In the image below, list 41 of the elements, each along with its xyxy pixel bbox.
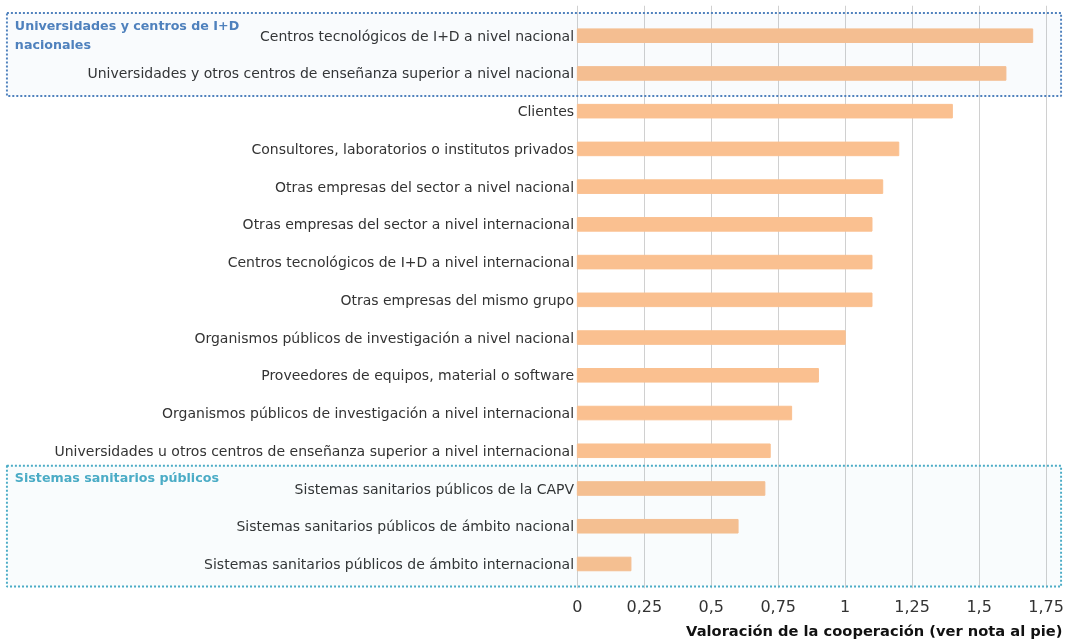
x-tick-label: 0 (572, 596, 583, 616)
x-tick-label: 0,5 (698, 596, 725, 616)
x-tick-label: 1,75 (1028, 596, 1064, 616)
y-tick-label: Proveedores de equipos, material o software (261, 367, 575, 384)
bar (576, 368, 819, 383)
y-tick-label: Organismos públicos de investigación a nivel nacional (194, 329, 575, 346)
x-tick-label: 0,75 (760, 596, 797, 616)
bar (576, 103, 953, 119)
bar (576, 330, 846, 345)
bar (576, 28, 1034, 43)
y-tick-label: Sistemas sanitarios públicos de la CAPV (294, 480, 575, 497)
x-tick-label: 1,5 (966, 596, 992, 616)
y-tick-label: Sistemas sanitarios públicos de ámbito nacional (236, 518, 575, 535)
y-tick-label: Centros tecnológicos de I+D a nivel nacional (260, 27, 575, 44)
bar (576, 141, 900, 157)
bar (576, 518, 739, 534)
bar (576, 179, 884, 194)
band-label: Sistemas sanitarios públicos (14, 470, 219, 486)
y-tick-label: Otras empresas del mismo grupo (340, 291, 575, 308)
bar (576, 443, 771, 459)
y-tick-label: Organismos públicos de investigación a nivel internacional (162, 405, 575, 422)
bar (576, 254, 873, 270)
y-tick-label: Sistemas sanitarios públicos de ámbito internacional (204, 555, 575, 572)
x-tick-label: 1,25 (894, 596, 930, 616)
bar (576, 66, 1007, 81)
bar (576, 217, 873, 232)
band-label: Universidades y centros de I+D nacionales (14, 17, 240, 53)
y-tick-label: Centros tecnológicos de I+D a nivel internacional (227, 254, 575, 271)
x-axis-title: Valoración de la cooperación (ver nota al pie) (686, 621, 1063, 639)
y-tick-label: Universidades y otros centros de enseñanza superior a nivel nacional (87, 65, 575, 82)
y-tick-label: Otras empresas del sector a nivel internacional (242, 216, 575, 233)
bar (576, 481, 766, 496)
y-tick-label: Consultores, laboratorios o institutos privados (251, 140, 575, 157)
x-tick-label: 0,25 (626, 596, 663, 616)
x-tick-label: 1 (840, 596, 851, 616)
bar (576, 292, 873, 308)
y-tick-label: Universidades u otros centros de enseñanza superior a nivel internacional (54, 442, 575, 459)
bar (576, 556, 632, 572)
y-tick-label: Clientes (517, 103, 575, 120)
bar (576, 405, 793, 421)
y-tick-label: Otras empresas del sector a nivel nacional (274, 178, 575, 195)
